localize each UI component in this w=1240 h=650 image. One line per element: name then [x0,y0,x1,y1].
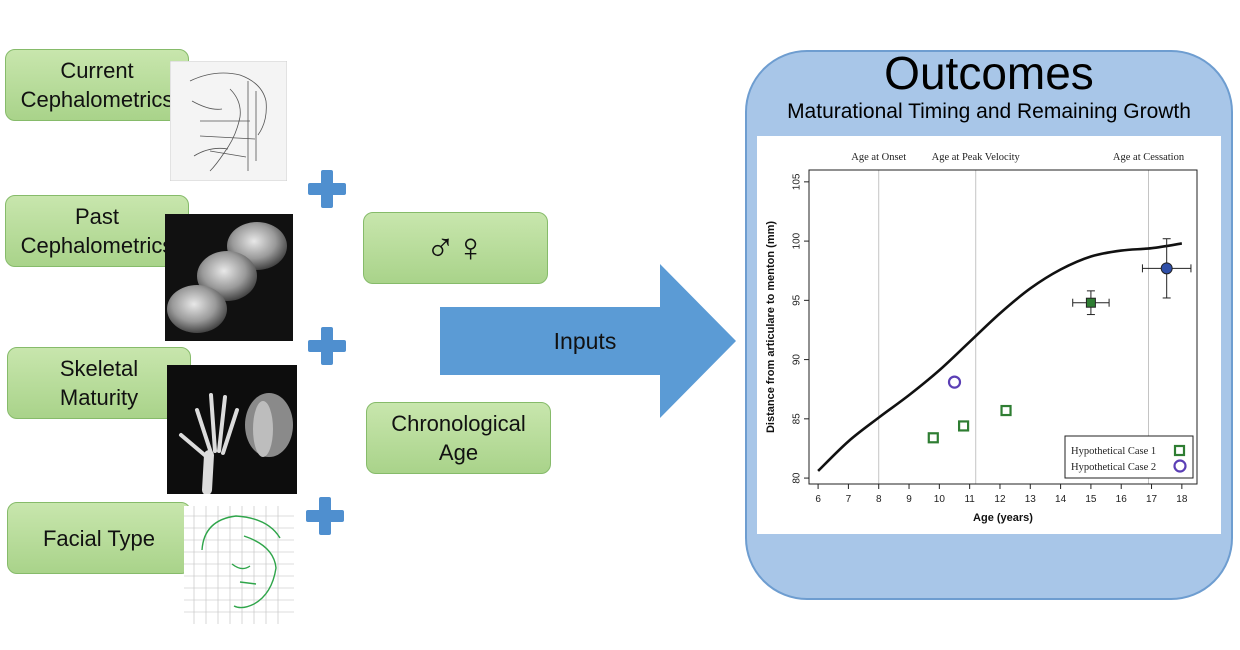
reference-line-label: Age at Cessation [1113,152,1185,163]
input-facial-type: Facial Type [7,502,191,574]
input-label: Current Cephalometrics [20,58,174,112]
x-tick-label: 10 [934,494,946,505]
x-tick-label: 11 [964,494,975,505]
input-label: Facial Type [42,525,156,551]
plus-icon [306,497,344,535]
outcomes-title: Outcomes [884,47,1094,99]
x-tick-label: 15 [1085,494,1097,505]
growth-chart-card: Age at Onset Age at Peak Velocity Age at C… [757,136,1221,534]
observed-point [957,420,970,432]
x-tick-label: 13 [1025,494,1037,505]
reference-line-label: Age at Peak Velocity [932,152,1021,163]
input-skeletal-maturity: Skeletal Maturity [7,347,191,419]
past-cephalometrics-xray-image [165,214,293,341]
predicted-point [1160,262,1173,275]
x-tick-label: 12 [994,494,1006,505]
facial-type-grid-image [184,506,294,624]
legend-marker [1173,459,1187,473]
inputs-arrow-label: Inputs [553,328,617,354]
y-tick-label: 95 [792,294,803,306]
input-current-cephalometrics: Current Cephalometrics [5,49,189,121]
growth-chart: Age at Onset Age at Peak Velocity Age at C… [765,152,1198,524]
legend-label: Hypothetical Case 2 [1071,462,1156,473]
y-tick-label: 80 [792,472,803,484]
legend-box [1064,435,1194,479]
inputs-arrow [440,264,736,418]
x-tick-label: 6 [815,494,821,505]
legend-label: Hypothetical Case 1 [1071,446,1156,457]
input-chronological-age: Chronological Age [366,402,551,474]
observed-point [927,432,939,444]
input-past-cephalometrics: Past Cephalometrics [5,195,189,267]
x-axis-label: Age (years) [973,512,1033,524]
sex-symbols: ♂♀ [425,225,486,270]
y-axis-label: Distance from articulare to menton (mm) [765,221,777,433]
x-tick-label: 8 [876,494,882,505]
y-tick-label: 90 [792,354,803,366]
predicted-point [1085,297,1096,308]
growth-curve [817,242,1183,472]
outcomes-subtitle: Maturational Timing and Remaining Growth [787,100,1191,123]
x-tick-label: 18 [1176,494,1188,505]
y-tick-label: 85 [792,413,803,425]
input-label: Past Cephalometrics [20,204,174,258]
observed-point [947,375,962,389]
x-tick-label: 14 [1055,494,1067,505]
observed-point [1000,404,1012,417]
y-tick-label: 105 [792,173,803,190]
y-tick-label: 100 [792,232,803,249]
legend-marker [1173,444,1186,457]
reference-line-label: Age at Onset [851,152,906,163]
input-label: Skeletal Maturity [59,356,139,410]
plus-icon [308,170,346,208]
plus-icon [308,327,346,365]
x-tick-label: 7 [846,494,852,505]
skeletal-maturity-xray-image [167,365,297,494]
cephalometric-tracing-image [170,61,287,181]
x-tick-label: 16 [1116,494,1128,505]
x-tick-label: 17 [1146,494,1158,505]
input-label: Chronological Age [391,411,526,465]
plot-frame [808,169,1198,485]
x-tick-label: 9 [906,494,912,505]
input-sex: ♂♀ [363,212,548,284]
